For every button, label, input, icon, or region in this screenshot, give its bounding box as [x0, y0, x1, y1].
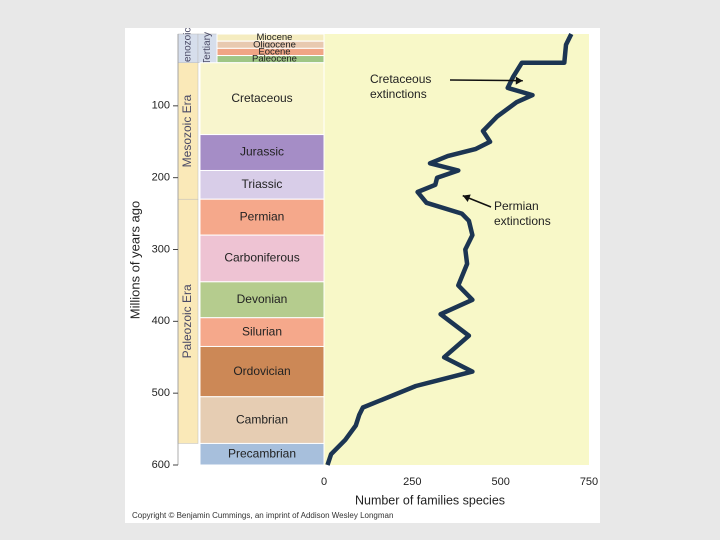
period-label: Jurassic — [240, 145, 284, 159]
period-label: Oligocene — [253, 39, 296, 50]
x-tick-label: 500 — [491, 476, 509, 488]
period-label: Devonian — [237, 292, 288, 306]
annotation-text: Permian — [494, 199, 539, 213]
annotation-arrow — [449, 79, 523, 82]
copyright-notice: Copyright © Benjamin Cummings, an imprin… — [132, 511, 394, 520]
period-band — [199, 442, 325, 466]
period-band — [199, 234, 325, 283]
period-band — [199, 345, 325, 398]
y-tick-label: 200 — [152, 172, 170, 184]
period-label: Precambrian — [228, 446, 296, 460]
species-line — [325, 33, 574, 466]
period-label: Miocene — [257, 32, 293, 43]
subera-label: Tertiary — [202, 32, 213, 65]
period-label: Permian — [240, 209, 285, 223]
period-label: Cretaceous — [231, 91, 292, 105]
evolution-timeline-chart: Cenozoic Mesozoic Era Paleozoic Era Tertiar… — [127, 28, 598, 507]
y-axis-title: Millions of years ago — [127, 201, 142, 320]
period-band — [199, 396, 325, 444]
y-tick-label: 500 — [152, 387, 170, 399]
annotation-text: Cretaceous — [370, 72, 431, 86]
period-label: Paleocene — [252, 54, 297, 65]
y-tick-label: 300 — [152, 243, 170, 255]
period-label: Carboniferous — [224, 251, 299, 265]
annotation-text: extinctions — [370, 87, 427, 101]
x-tick-label: 250 — [403, 476, 421, 488]
period-label: Cambrian — [236, 412, 288, 426]
slide: Cenozoic Mesozoic Era Paleozoic Era Tertiar… — [125, 28, 600, 523]
y-tick-label: 600 — [152, 459, 170, 471]
annotation-arrowhead — [515, 76, 523, 85]
annotation-text: extinctions — [494, 214, 551, 228]
x-tick-label: 750 — [580, 476, 598, 488]
period-label: Ordovician — [233, 364, 290, 378]
period-band — [199, 281, 325, 319]
period-band — [199, 169, 325, 200]
y-tick-label: 100 — [152, 100, 170, 112]
plot-area — [324, 34, 589, 465]
period-label: Triassic — [242, 177, 283, 191]
x-tick-label: 0 — [321, 476, 327, 488]
y-tick-label: 400 — [152, 315, 170, 327]
period-label: Silurian — [242, 324, 282, 338]
era-label: Mesozoic Era — [180, 94, 194, 167]
period-band — [199, 198, 325, 236]
x-axis-title: Number of families species — [355, 493, 505, 507]
period-label: Eocene — [258, 46, 290, 57]
era-label: Paleozoic Era — [180, 284, 194, 358]
era-label: Cenozoic — [183, 28, 194, 69]
annotation-arrowhead — [462, 194, 471, 202]
